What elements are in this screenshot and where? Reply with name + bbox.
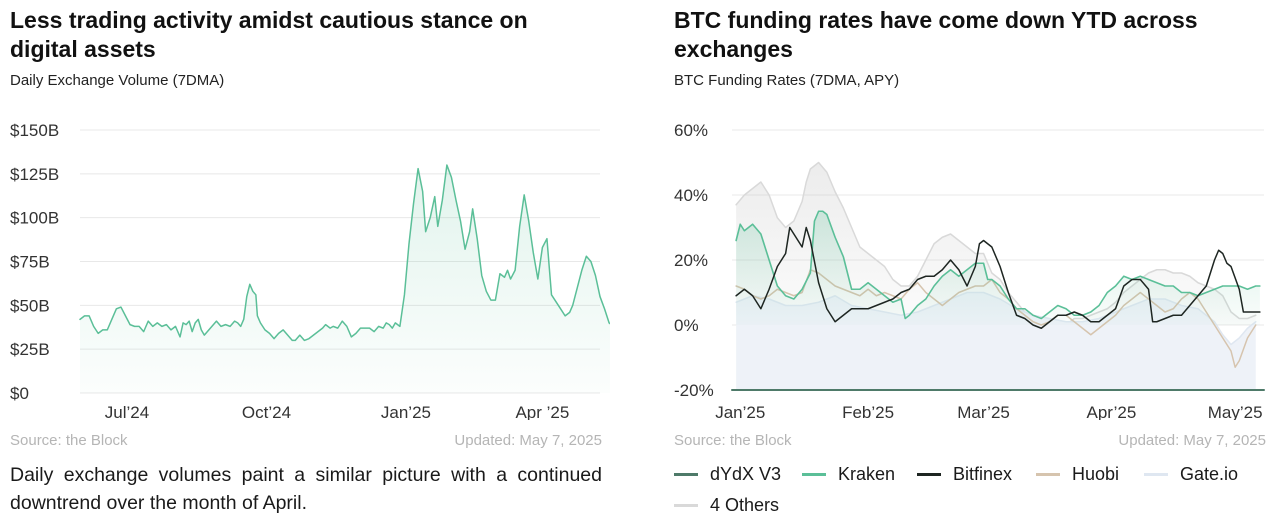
right-subtitle: BTC Funding Rates (7DMA, APY) [674, 72, 900, 89]
funding-x-tick-label: Jan’25 [715, 403, 765, 420]
funding-area-kraken [736, 211, 1260, 325]
volume-y-tick-label: $50B [10, 296, 50, 315]
legend-label-dydx: dYdX V3 [710, 464, 782, 484]
funding-x-tick-label: Apr’25 [1087, 403, 1137, 420]
funding-x-tick-label: Mar’25 [957, 403, 1010, 420]
left-source: Source: the Block [10, 432, 128, 449]
volume-area-daily-exchange-volume [80, 165, 610, 393]
left-subtitle: Daily Exchange Volume (7DMA) [10, 72, 225, 89]
legend-item-gateio[interactable]: Gate.io [1144, 464, 1238, 485]
legend-item-bitfinex[interactable]: Bitfinex [917, 464, 1012, 485]
funding-y-tick-label: -20% [674, 381, 714, 400]
left-updated: Updated: May 7, 2025 [454, 432, 602, 449]
legend-swatch-gateio [1144, 473, 1168, 476]
legend-item-others[interactable]: 4 Others [674, 495, 779, 516]
funding-y-tick-label: 20% [674, 251, 708, 270]
volume-chart: $0 $25B $50B $75B $100B $125B $150B Jul’24 Oct’2… [10, 121, 610, 420]
volume-x-tick-label: Apr ’25 [515, 403, 569, 420]
right-title: BTC funding rates have come down YTD acr… [674, 7, 1198, 62]
left-caption: Daily exchange volumes paint a similar p… [10, 464, 602, 514]
funding-y-tick-label: 40% [674, 186, 708, 205]
volume-y-tick-label: $100B [10, 209, 59, 228]
right-source: Source: the Block [674, 432, 792, 449]
legend-label-huobi: Huobi [1072, 464, 1120, 484]
left-panel: Less trading activity amidst cautious st… [10, 0, 610, 530]
volume-x-tick-label: Oct’24 [242, 403, 291, 420]
funding-series-line-4-others [735, 161, 1257, 333]
volume-y-tick-label: $0 [10, 384, 29, 403]
legend-item-dydx[interactable]: dYdX V3 [674, 464, 781, 485]
legend-item-huobi[interactable]: Huobi [1036, 464, 1119, 485]
funding-series-line-kraken [735, 210, 1261, 320]
legend-swatch-dydx [674, 473, 698, 476]
volume-x-tick-label: Jan’25 [381, 403, 431, 420]
legend-item-kraken[interactable]: Kraken [802, 464, 895, 485]
volume-x-tick-label: Jul’24 [105, 403, 149, 420]
legend-swatch-others [674, 504, 698, 507]
left-title: Less trading activity amidst cautious st… [10, 7, 528, 62]
funding-rate-chart: -20% 0% 20% 40% 60% Jan’25 Feb’25 Mar’25 Apr’25 M… [674, 121, 1265, 420]
legend-label-kraken: Kraken [838, 464, 896, 484]
volume-series-line-daily-exchange-volume [79, 164, 610, 342]
funding-x-tick-label: Feb’25 [842, 403, 894, 420]
legend-label-others: 4 Others [710, 495, 780, 515]
volume-y-tick-label: $150B [10, 121, 59, 140]
funding-x-tick-label: May’25 [1208, 403, 1263, 420]
funding-y-tick-label: 60% [674, 121, 708, 140]
funding-series-line-bitfinex [735, 226, 1261, 329]
volume-y-tick-label: $125B [10, 165, 59, 184]
legend-swatch-bitfinex [917, 473, 941, 476]
funding-y-tick-label: 0% [674, 316, 699, 335]
volume-y-tick-label: $75B [10, 253, 50, 272]
right-updated: Updated: May 7, 2025 [1118, 432, 1266, 449]
legend-label-bitfinex: Bitfinex [953, 464, 1013, 484]
legend-swatch-huobi [1036, 473, 1060, 476]
right-panel: BTC funding rates have come down YTD acr… [674, 0, 1274, 530]
legend-label-gateio: Gate.io [1180, 464, 1239, 484]
legend-swatch-kraken [802, 473, 826, 476]
volume-y-tick-label: $25B [10, 340, 50, 359]
